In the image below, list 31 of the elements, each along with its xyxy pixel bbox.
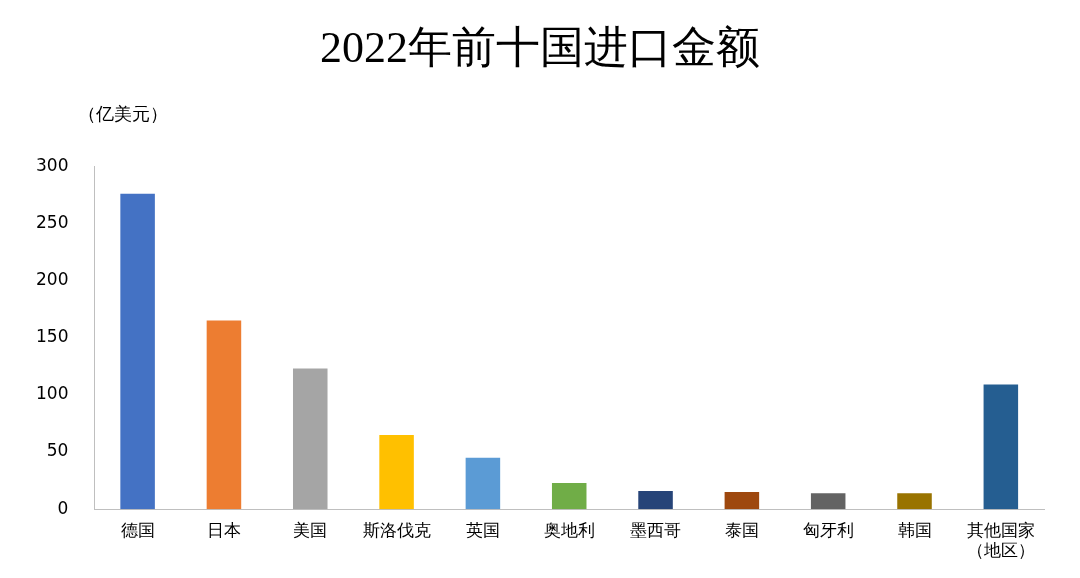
y-axis-title: （亿美元） <box>78 102 168 126</box>
bar <box>379 434 414 510</box>
x-tick-label: 墨西哥 <box>630 519 682 540</box>
bar <box>465 457 501 510</box>
x-tick-label: 其他国家（地区） <box>966 519 1035 561</box>
y-tick-label: 250 <box>35 211 69 232</box>
x-tick-label: 奥地利 <box>543 519 595 540</box>
y-tick-label: 50 <box>46 440 69 461</box>
x-tick-label: 泰国 <box>724 519 759 540</box>
bar <box>638 490 673 510</box>
x-tick-label: 匈牙利 <box>802 519 854 540</box>
bar <box>551 482 587 510</box>
x-tick-label: 美国 <box>293 519 328 540</box>
x-tick-label: 日本 <box>206 519 241 540</box>
bar <box>292 368 328 510</box>
x-tick-label: 斯洛伐克 <box>362 519 431 540</box>
x-tick-label: 德国 <box>120 519 155 540</box>
bar <box>724 492 760 510</box>
y-tick-label: 0 <box>57 497 69 518</box>
y-tick-label: 200 <box>35 268 69 289</box>
y-tick-label: 100 <box>35 383 69 404</box>
bar <box>810 493 846 510</box>
bar <box>983 384 1019 510</box>
bar <box>897 493 932 510</box>
y-tick-label: 300 <box>35 154 69 175</box>
x-tick-label: 韩国 <box>897 519 932 540</box>
bar <box>206 320 242 510</box>
x-tick-label: 英国 <box>465 519 500 540</box>
chart-title: 2022年前十国进口金额 <box>319 22 761 74</box>
bar <box>120 193 155 510</box>
y-tick-label: 150 <box>35 326 69 347</box>
